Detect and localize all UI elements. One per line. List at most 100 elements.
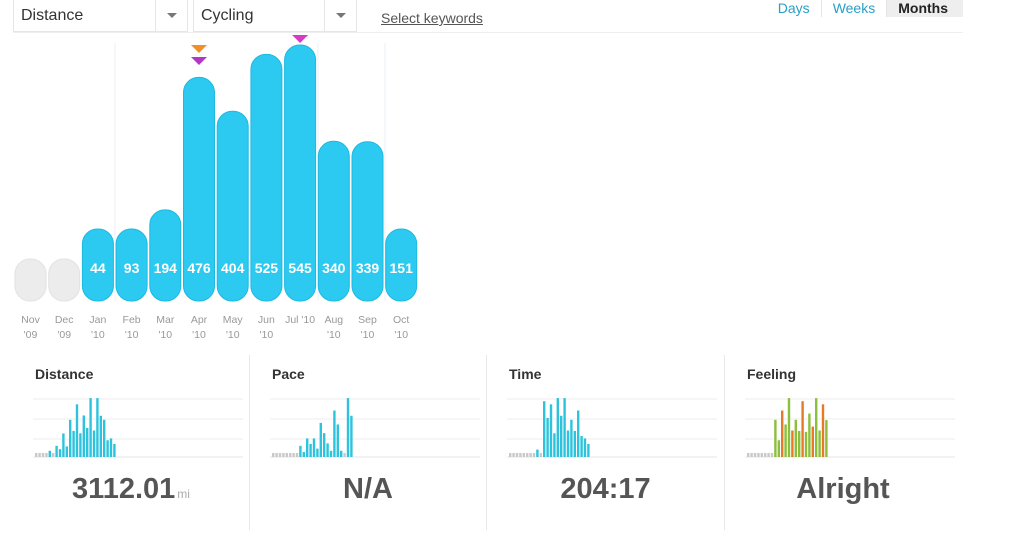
spark-bar: [306, 438, 309, 457]
activity-select[interactable]: Cycling: [193, 0, 357, 32]
x-tick-label: Jun: [258, 314, 275, 326]
spark-bar: [570, 419, 573, 457]
bar-may[interactable]: [216, 110, 249, 302]
bar-feb[interactable]: [115, 228, 148, 302]
tab-days[interactable]: Days: [767, 0, 822, 17]
tab-months[interactable]: Months: [887, 0, 963, 17]
x-tick-label: Feb: [123, 314, 141, 326]
spark-bar: [750, 453, 753, 457]
time-sparkline: [507, 398, 717, 458]
tab-weeks[interactable]: Weeks: [822, 0, 888, 17]
x-tick-label: Aug: [324, 314, 343, 326]
x-tick-label: Apr: [191, 314, 208, 326]
marker-triangle-icon[interactable]: [191, 45, 207, 53]
bar-aug[interactable]: [317, 140, 350, 302]
spark-bar: [770, 453, 774, 457]
spark-bar: [801, 401, 804, 457]
spark-bar: [515, 453, 519, 457]
bar-jul-10[interactable]: [284, 44, 317, 302]
spark-bar: [113, 443, 116, 457]
bar-value-label: 404: [221, 260, 245, 276]
x-tick-year: '10: [91, 329, 105, 341]
spark-bar: [764, 453, 767, 457]
spark-bar: [774, 419, 777, 457]
spark-bar: [278, 453, 282, 457]
panel-value: 3112.01 mi: [72, 473, 190, 505]
spark-bar: [323, 433, 326, 457]
spark-bar: [41, 453, 45, 457]
spark-bar: [798, 430, 801, 457]
bar-value-label: 194: [154, 260, 178, 276]
spark-bar: [55, 445, 58, 457]
panel-pace[interactable]: Pace N/A: [250, 355, 486, 535]
spark-bar: [52, 453, 55, 457]
panel-title: Time: [509, 366, 542, 382]
monthly-distance-chart: Nov '09 Dec '09 44 Jan '10 93 Feb '10 194 Mar '10 476…: [14, 35, 418, 341]
bar-sep[interactable]: [351, 141, 384, 302]
spark-bar: [292, 453, 295, 457]
spark-bar: [760, 453, 763, 457]
spark-bar: [96, 398, 99, 457]
spark-bar: [549, 404, 553, 457]
bar-oct[interactable]: [385, 228, 418, 302]
panel-divider: [724, 355, 725, 530]
chevron-down-icon[interactable]: [324, 0, 356, 31]
x-tick-label: Nov: [21, 314, 40, 326]
spark-bar: [781, 410, 784, 457]
panel-distance[interactable]: Distance 3112.01 mi: [13, 355, 249, 535]
x-tick-year: '10: [226, 329, 240, 341]
x-tick-label: Mar: [156, 314, 175, 326]
spark-bar: [753, 453, 757, 457]
spark-bar: [553, 433, 556, 457]
spark-bar: [787, 398, 791, 457]
panel-time[interactable]: Time 204:17: [487, 355, 724, 535]
spark-bar: [329, 450, 333, 457]
x-tick-label: Oct: [393, 314, 409, 326]
spark-bar: [767, 453, 770, 457]
x-tick-label: May: [223, 314, 244, 326]
bar-value-label: 340: [322, 260, 346, 276]
spark-bar: [289, 453, 292, 457]
spark-bar: [512, 453, 515, 457]
spark-bar: [536, 449, 539, 457]
chevron-down-icon[interactable]: [155, 0, 187, 31]
bar-jan[interactable]: [81, 228, 114, 302]
select-keywords-link[interactable]: Select keywords: [381, 10, 483, 26]
panel-feeling[interactable]: Feeling Alright: [725, 355, 961, 535]
spark-bar: [509, 453, 512, 457]
spark-bar: [566, 430, 570, 457]
bar-apr[interactable]: [183, 76, 215, 302]
x-tick-year: '09: [57, 329, 71, 341]
spark-bar: [529, 453, 532, 457]
spark-bar: [532, 453, 536, 457]
feeling-sparkline: [745, 398, 955, 458]
distance-sparkline: [33, 398, 243, 458]
spark-bar: [804, 431, 808, 457]
bar-value-label: 339: [356, 260, 380, 276]
spark-bar: [747, 453, 750, 457]
spark-bar: [522, 453, 525, 457]
panel-value: Alright: [796, 473, 890, 505]
bar-nov[interactable]: [14, 258, 47, 302]
spark-bar: [577, 410, 580, 457]
bar-dec[interactable]: [48, 258, 81, 302]
spark-bar: [519, 453, 522, 457]
range-tabs: Days Weeks Months: [767, 0, 963, 17]
marker-triangle-icon[interactable]: [191, 57, 207, 65]
metric-select[interactable]: Distance: [13, 0, 188, 32]
x-tick-label: Jul '10: [285, 314, 315, 326]
spark-bar: [815, 398, 818, 457]
marker-triangle-icon[interactable]: [292, 35, 309, 43]
bar-jun[interactable]: [250, 53, 283, 302]
spark-bar: [69, 419, 72, 457]
spark-bar: [573, 430, 576, 457]
spark-bar: [106, 440, 109, 457]
spark-bar: [794, 419, 797, 457]
spark-bar: [543, 401, 546, 457]
bar-mar[interactable]: [149, 209, 182, 302]
spark-bar: [48, 450, 51, 457]
x-tick-label: Dec: [55, 314, 74, 326]
spark-bar: [282, 453, 285, 457]
spark-bar: [82, 415, 85, 457]
spark-bar: [336, 424, 339, 457]
